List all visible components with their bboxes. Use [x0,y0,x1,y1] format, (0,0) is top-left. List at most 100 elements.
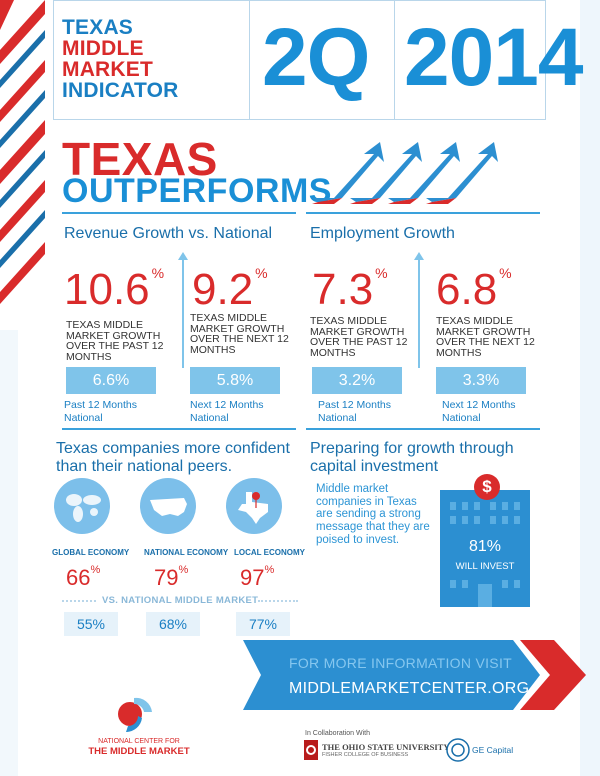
header-divider [394,1,395,119]
investment-title: Preparing for growth through capital inv… [310,440,514,476]
texas-map-icon [226,478,282,534]
global-economy-label: GLOBAL ECONOMY [52,548,130,557]
headline-outperforms: OUTPERFORMS [62,172,332,210]
vs-national-label: VS. NATIONAL MIDDLE MARKET [102,595,259,606]
label-line: National [64,411,103,424]
year-label: 2014 [404,12,583,103]
title-line: capital investment [310,457,439,475]
osu-college: FISHER COLLEGE OF BUSINESS [322,752,409,758]
employment-past-number: 7.3 [312,265,374,314]
rising-arrows-graphic: REVENUE HIRING INVESTMENT CONFIDENCE [312,142,498,204]
revenue-next-number: 9.2 [192,265,254,314]
employment-title: Employment Growth [310,225,455,242]
employment-next-national-label: Next 12 Months National [442,399,552,424]
ge-capital-name: GE Capital [472,745,514,755]
revenue-next-desc: TEXAS MIDDLE MARKET GROWTH OVER THE NEXT… [190,312,289,357]
employment-next-value: 6.8% [436,265,512,315]
right-margin-panel [580,0,600,776]
employment-past-national-label: Past 12 Months National [318,399,428,424]
label-line: Past 12 Months [318,399,391,411]
divider-arrow [418,258,420,368]
section-rule [62,212,296,214]
value-number: 97 [240,565,265,590]
title-line: Texas companies more confident [56,440,290,457]
employment-next-national: 3.3% [436,367,526,394]
more-info-banner [243,640,540,710]
globe-icon-graphic [66,494,101,522]
indicator-title: TEXAS MIDDLE MARKET INDICATOR [62,17,179,101]
percent-sign: % [90,564,101,576]
employment-next-number: 6.8 [436,265,498,314]
section-rule [306,428,540,430]
title-line-4: INDICATOR [62,79,179,102]
revenue-next-national: 5.8% [190,367,280,394]
local-economy-national: 77% [236,612,290,636]
title-line: Preparing for growth through [310,440,514,457]
national-economy-label: NATIONAL ECONOMY [144,548,229,557]
employment-past-desc: TEXAS MIDDLE MARKET GROWTH OVER THE PAST… [310,315,408,360]
value-number: 66 [66,565,91,590]
quarter-label: 2Q [262,12,370,103]
label-line: Next 12 Months [442,399,516,411]
osu-logo-icon [304,740,318,760]
label-line: Next 12 Months [190,399,264,411]
revenue-next-national-label: Next 12 Months National [190,399,300,424]
left-margin-panel [0,330,18,776]
title-line-3: MARKET [62,58,154,81]
revenue-title: Revenue Growth vs. National [64,225,273,242]
header-divider [249,1,250,119]
building-windows [450,502,520,607]
section-rule [62,428,296,430]
revenue-past-value: 10.6% [64,265,164,315]
ncmm-name-line1: NATIONAL CENTER FOR [98,738,180,745]
national-economy-national: 68% [146,612,200,636]
label-line: National [318,411,357,424]
ncmm-logo [118,697,152,733]
dollar-icon: $ [474,474,500,500]
title-line-1: TEXAS [62,16,134,39]
divider-arrow [182,258,184,368]
revenue-past-national-label: Past 12 Months National [64,399,174,424]
revenue-next-value: 9.2% [192,265,268,315]
texas-map-graphic [238,492,268,524]
dotted-rule [62,600,96,602]
globe-icon [54,478,110,534]
percent-sign: % [264,564,275,576]
arrow-up-icon [178,252,188,260]
us-map-graphic [150,498,187,516]
header-panel: TEXAS MIDDLE MARKET INDICATOR 2Q 2014 [53,0,583,120]
local-economy-value: 97% [240,564,274,591]
value-number: 79 [154,565,179,590]
national-economy-value: 79% [154,564,188,591]
decorative-stripes [0,0,45,304]
more-info-label: FOR MORE INFORMATION VISIT [289,655,512,671]
investment-text: Middle market companies in Texas are sen… [316,483,430,546]
label-line: National [442,411,481,424]
title-line: than their national peers. [56,457,233,475]
revenue-past-number: 10.6 [64,265,150,314]
us-map-icon [140,478,196,534]
osu-name: THE OHIO STATE UNIVERSITY [322,742,450,752]
ncmm-name-line2: THE MIDDLE MARKET [88,746,190,757]
percent-sign: % [151,265,165,281]
revenue-past-desc: TEXAS MIDDLE MARKET GROWTH OVER THE PAST… [66,319,164,364]
local-economy-label: LOCAL ECONOMY [234,548,305,557]
employment-past-national: 3.2% [312,367,402,394]
will-invest-label: WILL INVEST [455,561,515,572]
banner-red-arrow [520,640,586,710]
global-economy-national: 55% [64,612,118,636]
revenue-past-national: 6.6% [66,367,156,394]
title-line-2: MIDDLE [62,37,144,60]
label-line: National [190,411,229,424]
percent-sign: % [375,265,388,281]
headline-texas: TEXAS [62,133,218,185]
arrow-up-icon [414,252,424,260]
confidence-title: Texas companies more confident than thei… [56,440,290,476]
section-rule [306,212,540,214]
dotted-rule [258,600,298,602]
label-line: Past 12 Months [64,399,137,411]
employment-past-value: 7.3% [312,265,388,315]
building-icon: 81% WILL INVEST [440,490,530,607]
website-link[interactable]: MIDDLEMARKETCENTER.ORG [289,680,530,697]
percent-sign: % [499,265,512,281]
